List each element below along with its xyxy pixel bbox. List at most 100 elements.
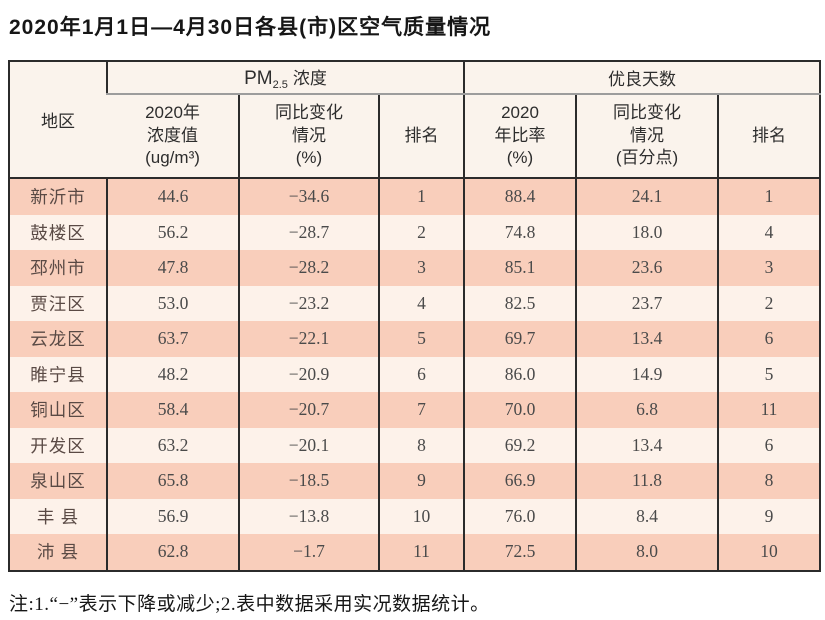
cell-rate: 86.0	[463, 356, 576, 392]
cell-region: 鼓楼区	[9, 214, 107, 250]
cell-rate-rank: 9	[716, 498, 821, 534]
table-body: 新沂市 44.6 −34.6 1 88.4 24.1 1 鼓楼区 56.2 −2…	[9, 178, 821, 571]
cell-region: 开发区	[9, 427, 107, 463]
table-row: 新沂市 44.6 −34.6 1 88.4 24.1 1	[9, 178, 821, 215]
table-row: 云龙区 63.7 −22.1 5 69.7 13.4 6	[9, 321, 821, 357]
cell-pm-change: −1.7	[238, 534, 379, 571]
header-rate-rank: 排名	[716, 94, 821, 179]
cell-pm-value: 56.2	[106, 214, 239, 250]
pm25-label-prefix: PM	[244, 68, 273, 89]
cell-pm-change: −20.7	[238, 392, 379, 428]
table-row: 鼓楼区 56.2 −28.7 2 74.8 18.0 4	[9, 214, 821, 250]
cell-region: 丰 县	[9, 498, 107, 534]
header-sub-row: 2020年 浓度值 (ug/m³) 同比变化 情况 (%) 排名 2020 年比…	[9, 94, 821, 179]
header-rate: 2020 年比率 (%)	[463, 94, 576, 179]
cell-pm-value: 58.4	[106, 392, 239, 428]
cell-rate-rank: 5	[716, 356, 821, 392]
cell-pm-rank: 11	[378, 534, 464, 571]
cell-rate-change: 8.4	[575, 498, 718, 534]
cell-pm-value: 62.8	[106, 534, 239, 571]
cell-rate-rank: 10	[716, 534, 821, 571]
cell-pm-change: −20.1	[238, 427, 379, 463]
cell-pm-change: −22.1	[238, 321, 379, 357]
cell-pm-value: 44.6	[106, 178, 239, 215]
cell-rate: 85.1	[463, 250, 576, 286]
cell-rate-rank: 2	[716, 285, 821, 321]
cell-rate: 88.4	[463, 178, 576, 215]
cell-pm-value: 47.8	[106, 250, 239, 286]
cell-rate: 72.5	[463, 534, 576, 571]
cell-pm-rank: 10	[378, 498, 464, 534]
cell-pm-rank: 1	[378, 178, 464, 215]
header-pm25-group: PM2.5 浓度	[106, 61, 464, 95]
cell-rate-rank: 6	[716, 427, 821, 463]
cell-region: 新沂市	[9, 178, 107, 215]
cell-rate-change: 13.4	[575, 321, 718, 357]
cell-pm-change: −18.5	[238, 463, 379, 499]
table-row: 睢宁县 48.2 −20.9 6 86.0 14.9 5	[9, 356, 821, 392]
header-rate-change: 同比变化 情况 (百分点)	[575, 94, 718, 179]
cell-pm-value: 65.8	[106, 463, 239, 499]
cell-pm-change: −28.2	[238, 250, 379, 286]
table-row: 丰 县 56.9 −13.8 10 76.0 8.4 9	[9, 498, 821, 534]
cell-pm-value: 53.0	[106, 285, 239, 321]
cell-pm-rank: 4	[378, 285, 464, 321]
cell-rate: 66.9	[463, 463, 576, 499]
cell-rate-change: 14.9	[575, 356, 718, 392]
cell-pm-change: −23.2	[238, 285, 379, 321]
cell-pm-change: −13.8	[238, 498, 379, 534]
cell-rate-rank: 4	[716, 214, 821, 250]
cell-rate-change: 11.8	[575, 463, 718, 499]
cell-pm-rank: 7	[378, 392, 464, 428]
cell-rate: 69.7	[463, 321, 576, 357]
cell-rate-change: 13.4	[575, 427, 718, 463]
cell-rate: 82.5	[463, 285, 576, 321]
cell-pm-value: 48.2	[106, 356, 239, 392]
header-good-days-group: 优良天数	[462, 61, 821, 95]
header-pm-change: 同比变化 情况 (%)	[238, 94, 379, 179]
cell-pm-rank: 9	[378, 463, 464, 499]
cell-rate-rank: 1	[716, 178, 821, 215]
cell-pm-value: 56.9	[106, 498, 239, 534]
cell-rate-change: 23.7	[575, 285, 718, 321]
cell-region: 邳州市	[9, 250, 107, 286]
cell-rate-change: 23.6	[575, 250, 718, 286]
footnote: 注:1.“−”表示下降或减少;2.表中数据采用实况数据统计。	[9, 594, 490, 615]
cell-region: 泉山区	[9, 463, 107, 499]
cell-pm-change: −34.6	[238, 178, 379, 215]
table-row: 沛 县 62.8 −1.7 11 72.5 8.0 10	[9, 534, 821, 571]
cell-pm-value: 63.2	[106, 427, 239, 463]
cell-rate-change: 6.8	[575, 392, 718, 428]
cell-region: 铜山区	[9, 392, 107, 428]
cell-rate: 69.2	[463, 427, 576, 463]
cell-region: 贾汪区	[9, 285, 107, 321]
cell-rate-rank: 6	[716, 321, 821, 357]
header-pm-rank: 排名	[378, 94, 464, 179]
cell-rate-rank: 11	[716, 392, 821, 428]
cell-region: 云龙区	[9, 321, 107, 357]
table-row: 开发区 63.2 −20.1 8 69.2 13.4 6	[9, 427, 821, 463]
cell-rate-rank: 8	[716, 463, 821, 499]
cell-pm-rank: 5	[378, 321, 464, 357]
cell-pm-value: 63.7	[106, 321, 239, 357]
cell-rate: 70.0	[463, 392, 576, 428]
cell-rate-change: 8.0	[575, 534, 718, 571]
cell-rate-rank: 3	[716, 250, 821, 286]
cell-rate: 74.8	[463, 214, 576, 250]
header-pm-value: 2020年 浓度值 (ug/m³)	[107, 94, 239, 179]
pm25-label-subscript: 2.5	[272, 79, 288, 91]
cell-pm-rank: 6	[378, 356, 464, 392]
table-row: 泉山区 65.8 −18.5 9 66.9 11.8 8	[9, 463, 821, 499]
page-title: 2020年1月1日—4月30日各县(市)区空气质量情况	[9, 16, 492, 39]
table-row: 铜山区 58.4 −20.7 7 70.0 6.8 11	[9, 392, 821, 428]
cell-rate-change: 24.1	[575, 178, 718, 215]
cell-region: 睢宁县	[9, 356, 107, 392]
table-header: 地区 PM2.5 浓度 优良天数 2020年 浓度值 (ug/m³) 同比变化 情…	[9, 61, 821, 179]
cell-pm-rank: 3	[378, 250, 464, 286]
cell-pm-rank: 2	[378, 214, 464, 250]
air-quality-table: 地区 PM2.5 浓度 优良天数 2020年 浓度值 (ug/m³) 同比变化 情…	[8, 60, 822, 572]
cell-pm-change: −28.7	[238, 214, 379, 250]
header-region: 地区	[9, 61, 107, 179]
table-row: 邳州市 47.8 −28.2 3 85.1 23.6 3	[9, 250, 821, 286]
